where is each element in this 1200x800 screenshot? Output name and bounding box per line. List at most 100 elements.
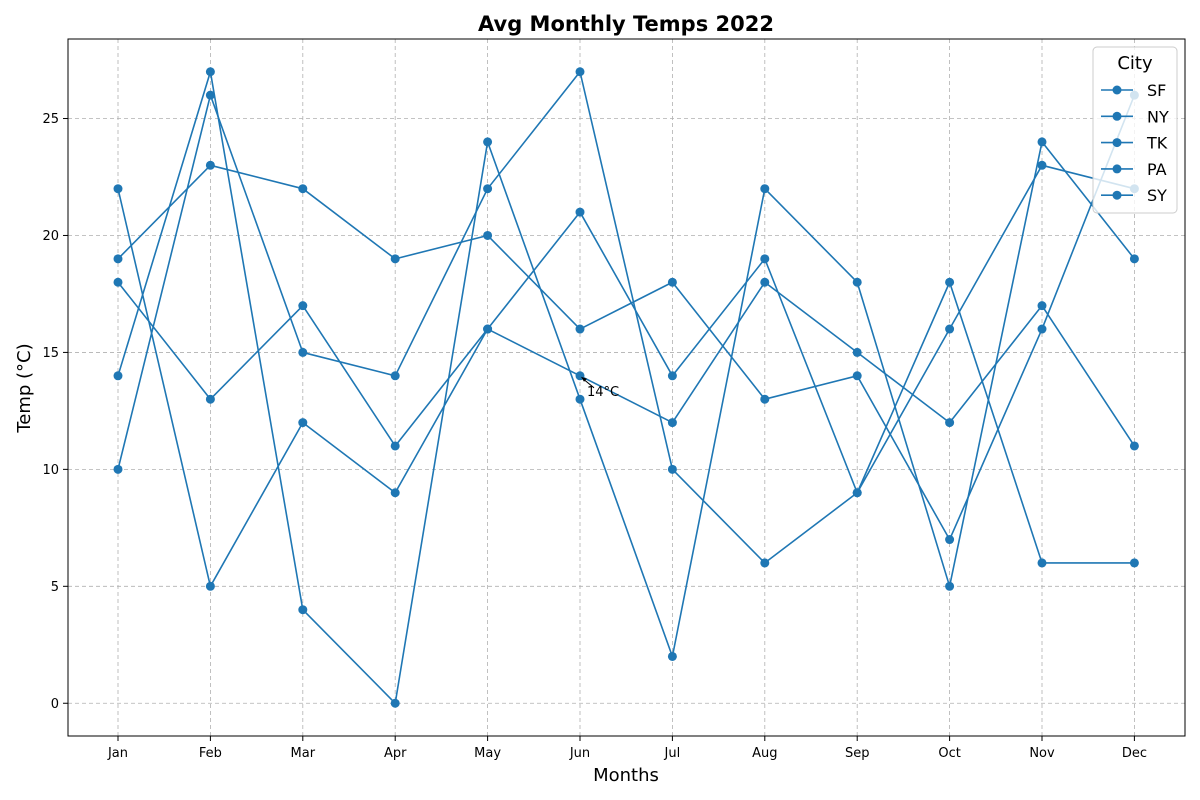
x-tick-label: Sep [845,746,870,761]
data-point-ny [298,605,308,615]
legend-marker-sy [1112,190,1122,200]
y-tick-label: 10 [42,463,59,478]
data-point-pa [205,394,215,404]
series-markers [113,67,1139,708]
annotation-arrowhead [581,376,587,382]
legend-marker-tk [1112,138,1122,148]
x-tick-label: Jul [664,746,681,761]
data-point-sy [852,371,862,381]
plot-frame [67,38,1186,737]
data-point-sy [760,394,770,404]
data-point-pa [945,324,955,334]
data-point-tk [1037,558,1047,568]
legend-label-sy: SY [1147,186,1167,205]
legend-entry-pa: PA [1101,160,1167,179]
data-point-ny [667,651,677,661]
x-tick-label: Dec [1122,746,1147,761]
legend-entry-sf: SF [1101,81,1166,100]
legend-label-tk: TK [1146,134,1168,153]
y-axis-label: Temp (°C) [14,343,35,433]
series-line-sy [117,94,1136,541]
data-point-sf [298,418,308,428]
x-axis-ticks: Jan Feb Mar Apr May Jun Jul Aug Sep Oct Nov Dec [107,736,1147,761]
data-point-ny [483,137,493,147]
grid [68,39,1185,736]
data-point-ny [1129,254,1139,264]
data-point-sy [1037,324,1047,334]
data-point-tk [390,371,400,381]
legend-entry-sy: SY [1101,186,1167,205]
x-tick-label: May [474,746,501,761]
x-tick-label: Aug [752,746,777,761]
chart-title: Avg Monthly Temps 2022 [478,12,774,36]
x-tick-label: Oct [938,746,960,761]
series-line-tk [117,70,1135,564]
annotation-label: 14°C [587,385,619,400]
data-point-tk [945,277,955,287]
legend-marker-ny [1112,111,1122,121]
data-point-sy [667,277,677,287]
series-line-sf [117,188,1136,588]
data-point-sy [945,535,955,545]
series-line-ny [117,70,1136,705]
x-tick-label: Jan [107,746,128,761]
data-point-ny [945,581,955,591]
data-point-tk [760,558,770,568]
data-point-tk [575,67,585,77]
y-tick-label: 5 [51,580,59,595]
data-point-tk [667,464,677,474]
data-point-sf [1129,441,1139,451]
data-point-pa [483,324,493,334]
data-point-sy [298,184,308,194]
x-tick-label: Mar [291,746,316,761]
data-point-sy [483,230,493,240]
y-axis-ticks: 0 5 10 15 20 25 [42,112,68,712]
data-point-pa [1037,160,1047,170]
data-point-sy [390,254,400,264]
data-point-ny [760,184,770,194]
y-tick-label: 25 [42,112,59,127]
data-point-sf [113,184,123,194]
x-tick-label: Feb [199,746,222,761]
x-tick-label: Nov [1029,746,1055,761]
data-point-pa [760,254,770,264]
legend-marker-pa [1112,164,1122,174]
legend-entries: SF NY TK PA SY [1101,81,1169,205]
data-point-ny [205,67,215,77]
data-point-ny [852,277,862,287]
annotations: 14°C [581,376,619,400]
data-point-tk [298,347,308,357]
y-tick-label: 0 [51,697,59,712]
data-point-sf [852,347,862,357]
data-point-sf [1037,301,1047,311]
data-point-ny [390,698,400,708]
data-point-sf [945,418,955,428]
y-tick-label: 15 [42,346,59,361]
legend-label-sf: SF [1147,81,1166,100]
legend-marker-sf [1112,85,1122,95]
x-tick-label: Apr [384,746,407,761]
data-point-pa [575,207,585,217]
data-point-pa [113,277,123,287]
data-point-sy [205,160,215,170]
data-point-sf [760,277,770,287]
data-point-tk [483,184,493,194]
legend-title: City [1117,53,1153,74]
data-point-tk [205,90,215,100]
data-point-ny [575,394,585,404]
x-axis-label: Months [593,765,659,786]
legend-entry-ny: NY [1101,107,1169,126]
series-line-pa [117,164,1135,494]
data-point-sf [667,418,677,428]
legend: City SF NY TK PA SY [1092,46,1178,214]
data-point-sy [575,324,585,334]
data-point-tk [1129,558,1139,568]
data-point-pa [852,488,862,498]
data-point-pa [298,301,308,311]
x-tick-label: Jun [569,746,590,761]
data-point-pa [667,371,677,381]
y-tick-label: 20 [42,229,59,244]
data-point-ny [1037,137,1047,147]
data-point-tk [113,464,123,474]
legend-label-pa: PA [1147,160,1167,179]
